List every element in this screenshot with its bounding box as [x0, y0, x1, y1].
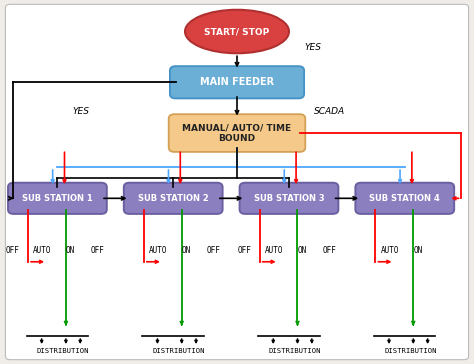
Text: AUTO: AUTO: [33, 246, 52, 256]
Text: OFF: OFF: [237, 246, 251, 256]
Text: DISTRIBUTION: DISTRIBUTION: [384, 348, 437, 353]
Text: MAIN FEEDER: MAIN FEEDER: [200, 77, 274, 87]
Text: DISTRIBUTION: DISTRIBUTION: [153, 348, 205, 353]
Text: AUTO: AUTO: [381, 246, 399, 256]
FancyBboxPatch shape: [124, 183, 223, 214]
Text: YES: YES: [304, 43, 321, 52]
Text: SUB STATION 4: SUB STATION 4: [369, 194, 440, 203]
Text: SUB STATION 3: SUB STATION 3: [254, 194, 324, 203]
Text: OFF: OFF: [6, 246, 19, 256]
Text: DISTRIBUTION: DISTRIBUTION: [268, 348, 321, 353]
FancyBboxPatch shape: [239, 183, 338, 214]
Text: SCADA: SCADA: [314, 107, 345, 116]
Text: MANUAL/ AUTO/ TIME
BOUND: MANUAL/ AUTO/ TIME BOUND: [182, 123, 292, 143]
Text: ON: ON: [298, 246, 307, 256]
Text: OFF: OFF: [207, 246, 220, 256]
FancyBboxPatch shape: [170, 66, 304, 98]
Text: ON: ON: [413, 246, 423, 256]
Text: YES: YES: [73, 107, 90, 116]
FancyBboxPatch shape: [356, 183, 454, 214]
Text: SUB STATION 2: SUB STATION 2: [138, 194, 209, 203]
FancyBboxPatch shape: [169, 114, 305, 152]
Text: SUB STATION 1: SUB STATION 1: [22, 194, 93, 203]
Text: DISTRIBUTION: DISTRIBUTION: [37, 348, 89, 353]
Ellipse shape: [185, 10, 289, 53]
Text: AUTO: AUTO: [264, 246, 283, 256]
FancyBboxPatch shape: [5, 4, 469, 360]
Text: OFF: OFF: [91, 246, 105, 256]
Text: AUTO: AUTO: [149, 246, 167, 256]
FancyBboxPatch shape: [8, 183, 107, 214]
Text: ON: ON: [182, 246, 191, 256]
Text: START/ STOP: START/ STOP: [204, 27, 270, 36]
Text: OFF: OFF: [322, 246, 336, 256]
Text: ON: ON: [66, 246, 75, 256]
